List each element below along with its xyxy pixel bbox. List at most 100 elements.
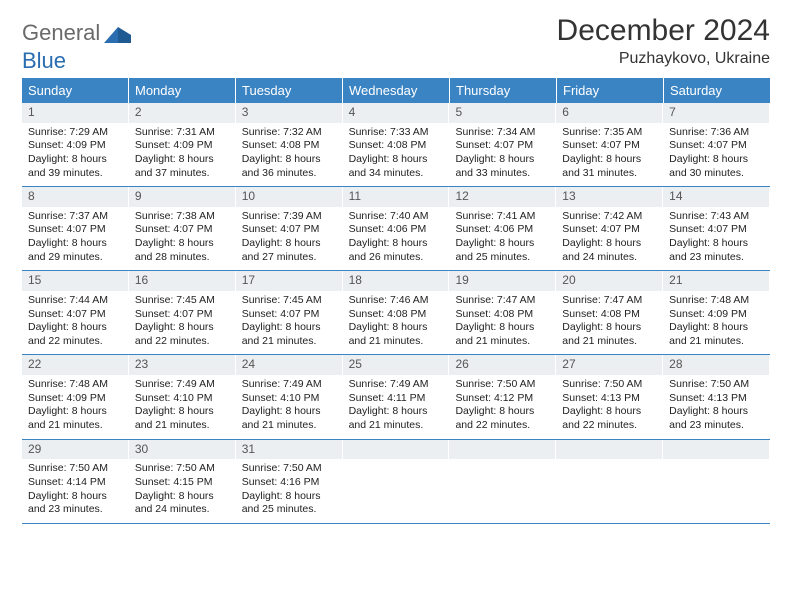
- day-cell: 25Sunrise: 7:49 AMSunset: 4:11 PMDayligh…: [343, 355, 450, 438]
- sunset-text: Sunset: 4:12 PM: [455, 392, 550, 406]
- sunset-text: Sunset: 4:08 PM: [349, 139, 444, 153]
- daylight-text-2: and 27 minutes.: [242, 251, 337, 265]
- daylight-text-1: Daylight: 8 hours: [455, 321, 550, 335]
- daylight-text-2: and 24 minutes.: [562, 251, 657, 265]
- sunset-text: Sunset: 4:06 PM: [455, 223, 550, 237]
- daylight-text-2: and 28 minutes.: [135, 251, 230, 265]
- weekday-header: Wednesday: [343, 78, 450, 103]
- day-content: Sunrise: 7:35 AMSunset: 4:07 PMDaylight:…: [556, 123, 663, 181]
- daylight-text-2: and 29 minutes.: [28, 251, 123, 265]
- day-content: Sunrise: 7:33 AMSunset: 4:08 PMDaylight:…: [343, 123, 450, 181]
- day-content: Sunrise: 7:50 AMSunset: 4:12 PMDaylight:…: [449, 375, 556, 433]
- day-cell: 12Sunrise: 7:41 AMSunset: 4:06 PMDayligh…: [449, 187, 556, 270]
- sunrise-text: Sunrise: 7:38 AM: [135, 210, 230, 224]
- day-content: Sunrise: 7:49 AMSunset: 4:10 PMDaylight:…: [236, 375, 343, 433]
- daylight-text-1: Daylight: 8 hours: [669, 321, 764, 335]
- day-number: 10: [236, 187, 343, 207]
- daylight-text-2: and 22 minutes.: [135, 335, 230, 349]
- day-number: 14: [663, 187, 770, 207]
- day-number: 7: [663, 103, 770, 123]
- header: General December 2024 Puzhaykovo, Ukrain…: [0, 0, 792, 72]
- daylight-text-2: and 26 minutes.: [349, 251, 444, 265]
- day-number: 4: [343, 103, 450, 123]
- day-cell: 19Sunrise: 7:47 AMSunset: 4:08 PMDayligh…: [449, 271, 556, 354]
- day-cell: 8Sunrise: 7:37 AMSunset: 4:07 PMDaylight…: [22, 187, 129, 270]
- day-cell: 15Sunrise: 7:44 AMSunset: 4:07 PMDayligh…: [22, 271, 129, 354]
- daylight-text-1: Daylight: 8 hours: [135, 153, 230, 167]
- day-number: 16: [129, 271, 236, 291]
- daylight-text-1: Daylight: 8 hours: [242, 321, 337, 335]
- day-content: Sunrise: 7:31 AMSunset: 4:09 PMDaylight:…: [129, 123, 236, 181]
- day-number: 22: [22, 355, 129, 375]
- sunset-text: Sunset: 4:09 PM: [28, 392, 123, 406]
- sunset-text: Sunset: 4:07 PM: [242, 308, 337, 322]
- title-block: December 2024 Puzhaykovo, Ukraine: [557, 14, 770, 68]
- daylight-text-1: Daylight: 8 hours: [455, 237, 550, 251]
- day-content: Sunrise: 7:50 AMSunset: 4:16 PMDaylight:…: [236, 459, 343, 517]
- day-content: Sunrise: 7:47 AMSunset: 4:08 PMDaylight:…: [556, 291, 663, 349]
- day-cell: 4Sunrise: 7:33 AMSunset: 4:08 PMDaylight…: [343, 103, 450, 186]
- sunset-text: Sunset: 4:07 PM: [455, 139, 550, 153]
- day-cell: 10Sunrise: 7:39 AMSunset: 4:07 PMDayligh…: [236, 187, 343, 270]
- sunset-text: Sunset: 4:07 PM: [669, 223, 764, 237]
- day-number: 28: [663, 355, 770, 375]
- daylight-text-1: Daylight: 8 hours: [349, 321, 444, 335]
- day-cell: 11Sunrise: 7:40 AMSunset: 4:06 PMDayligh…: [343, 187, 450, 270]
- day-content: Sunrise: 7:45 AMSunset: 4:07 PMDaylight:…: [236, 291, 343, 349]
- daylight-text-2: and 21 minutes.: [135, 419, 230, 433]
- daylight-text-2: and 30 minutes.: [669, 167, 764, 181]
- daylight-text-1: Daylight: 8 hours: [562, 237, 657, 251]
- day-number: 20: [556, 271, 663, 291]
- sunset-text: Sunset: 4:14 PM: [28, 476, 123, 490]
- day-cell: 17Sunrise: 7:45 AMSunset: 4:07 PMDayligh…: [236, 271, 343, 354]
- day-content: Sunrise: 7:48 AMSunset: 4:09 PMDaylight:…: [22, 375, 129, 433]
- day-number: [556, 440, 663, 460]
- weekday-header: Sunday: [22, 78, 129, 103]
- logo-word-1: General: [22, 20, 100, 46]
- sunrise-text: Sunrise: 7:36 AM: [669, 126, 764, 140]
- sunrise-text: Sunrise: 7:37 AM: [28, 210, 123, 224]
- weekday-header: Thursday: [450, 78, 557, 103]
- sunrise-text: Sunrise: 7:45 AM: [135, 294, 230, 308]
- sunrise-text: Sunrise: 7:43 AM: [669, 210, 764, 224]
- day-number: 11: [343, 187, 450, 207]
- sunset-text: Sunset: 4:07 PM: [135, 223, 230, 237]
- sunrise-text: Sunrise: 7:32 AM: [242, 126, 337, 140]
- day-cell: 31Sunrise: 7:50 AMSunset: 4:16 PMDayligh…: [236, 440, 343, 523]
- daylight-text-1: Daylight: 8 hours: [242, 490, 337, 504]
- sunset-text: Sunset: 4:16 PM: [242, 476, 337, 490]
- daylight-text-1: Daylight: 8 hours: [135, 321, 230, 335]
- day-number: 1: [22, 103, 129, 123]
- daylight-text-2: and 34 minutes.: [349, 167, 444, 181]
- day-number: 18: [343, 271, 450, 291]
- day-number: 25: [343, 355, 450, 375]
- sunrise-text: Sunrise: 7:47 AM: [455, 294, 550, 308]
- sunrise-text: Sunrise: 7:31 AM: [135, 126, 230, 140]
- day-cell: [343, 440, 450, 523]
- sunrise-text: Sunrise: 7:40 AM: [349, 210, 444, 224]
- day-number: 26: [449, 355, 556, 375]
- daylight-text-2: and 21 minutes.: [455, 335, 550, 349]
- daylight-text-2: and 23 minutes.: [669, 251, 764, 265]
- daylight-text-2: and 21 minutes.: [242, 335, 337, 349]
- daylight-text-1: Daylight: 8 hours: [242, 237, 337, 251]
- location-label: Puzhaykovo, Ukraine: [557, 50, 770, 68]
- sunrise-text: Sunrise: 7:33 AM: [349, 126, 444, 140]
- sunrise-text: Sunrise: 7:34 AM: [455, 126, 550, 140]
- daylight-text-2: and 23 minutes.: [669, 419, 764, 433]
- sunset-text: Sunset: 4:07 PM: [669, 139, 764, 153]
- day-number: 21: [663, 271, 770, 291]
- day-cell: 28Sunrise: 7:50 AMSunset: 4:13 PMDayligh…: [663, 355, 770, 438]
- daylight-text-1: Daylight: 8 hours: [562, 405, 657, 419]
- sunrise-text: Sunrise: 7:50 AM: [669, 378, 764, 392]
- daylight-text-2: and 25 minutes.: [242, 503, 337, 517]
- daylight-text-1: Daylight: 8 hours: [669, 237, 764, 251]
- sunset-text: Sunset: 4:07 PM: [242, 223, 337, 237]
- day-cell: 29Sunrise: 7:50 AMSunset: 4:14 PMDayligh…: [22, 440, 129, 523]
- day-cell: 14 Sunrise: 7:43 AMSunset: 4:07 PMDayligh…: [663, 187, 770, 270]
- sunrise-text: Sunrise: 7:50 AM: [562, 378, 657, 392]
- daylight-text-2: and 22 minutes.: [28, 335, 123, 349]
- day-number: 27: [556, 355, 663, 375]
- day-content: Sunrise: 7:47 AMSunset: 4:08 PMDaylight:…: [449, 291, 556, 349]
- week-row: 22Sunrise: 7:48 AMSunset: 4:09 PMDayligh…: [22, 355, 770, 439]
